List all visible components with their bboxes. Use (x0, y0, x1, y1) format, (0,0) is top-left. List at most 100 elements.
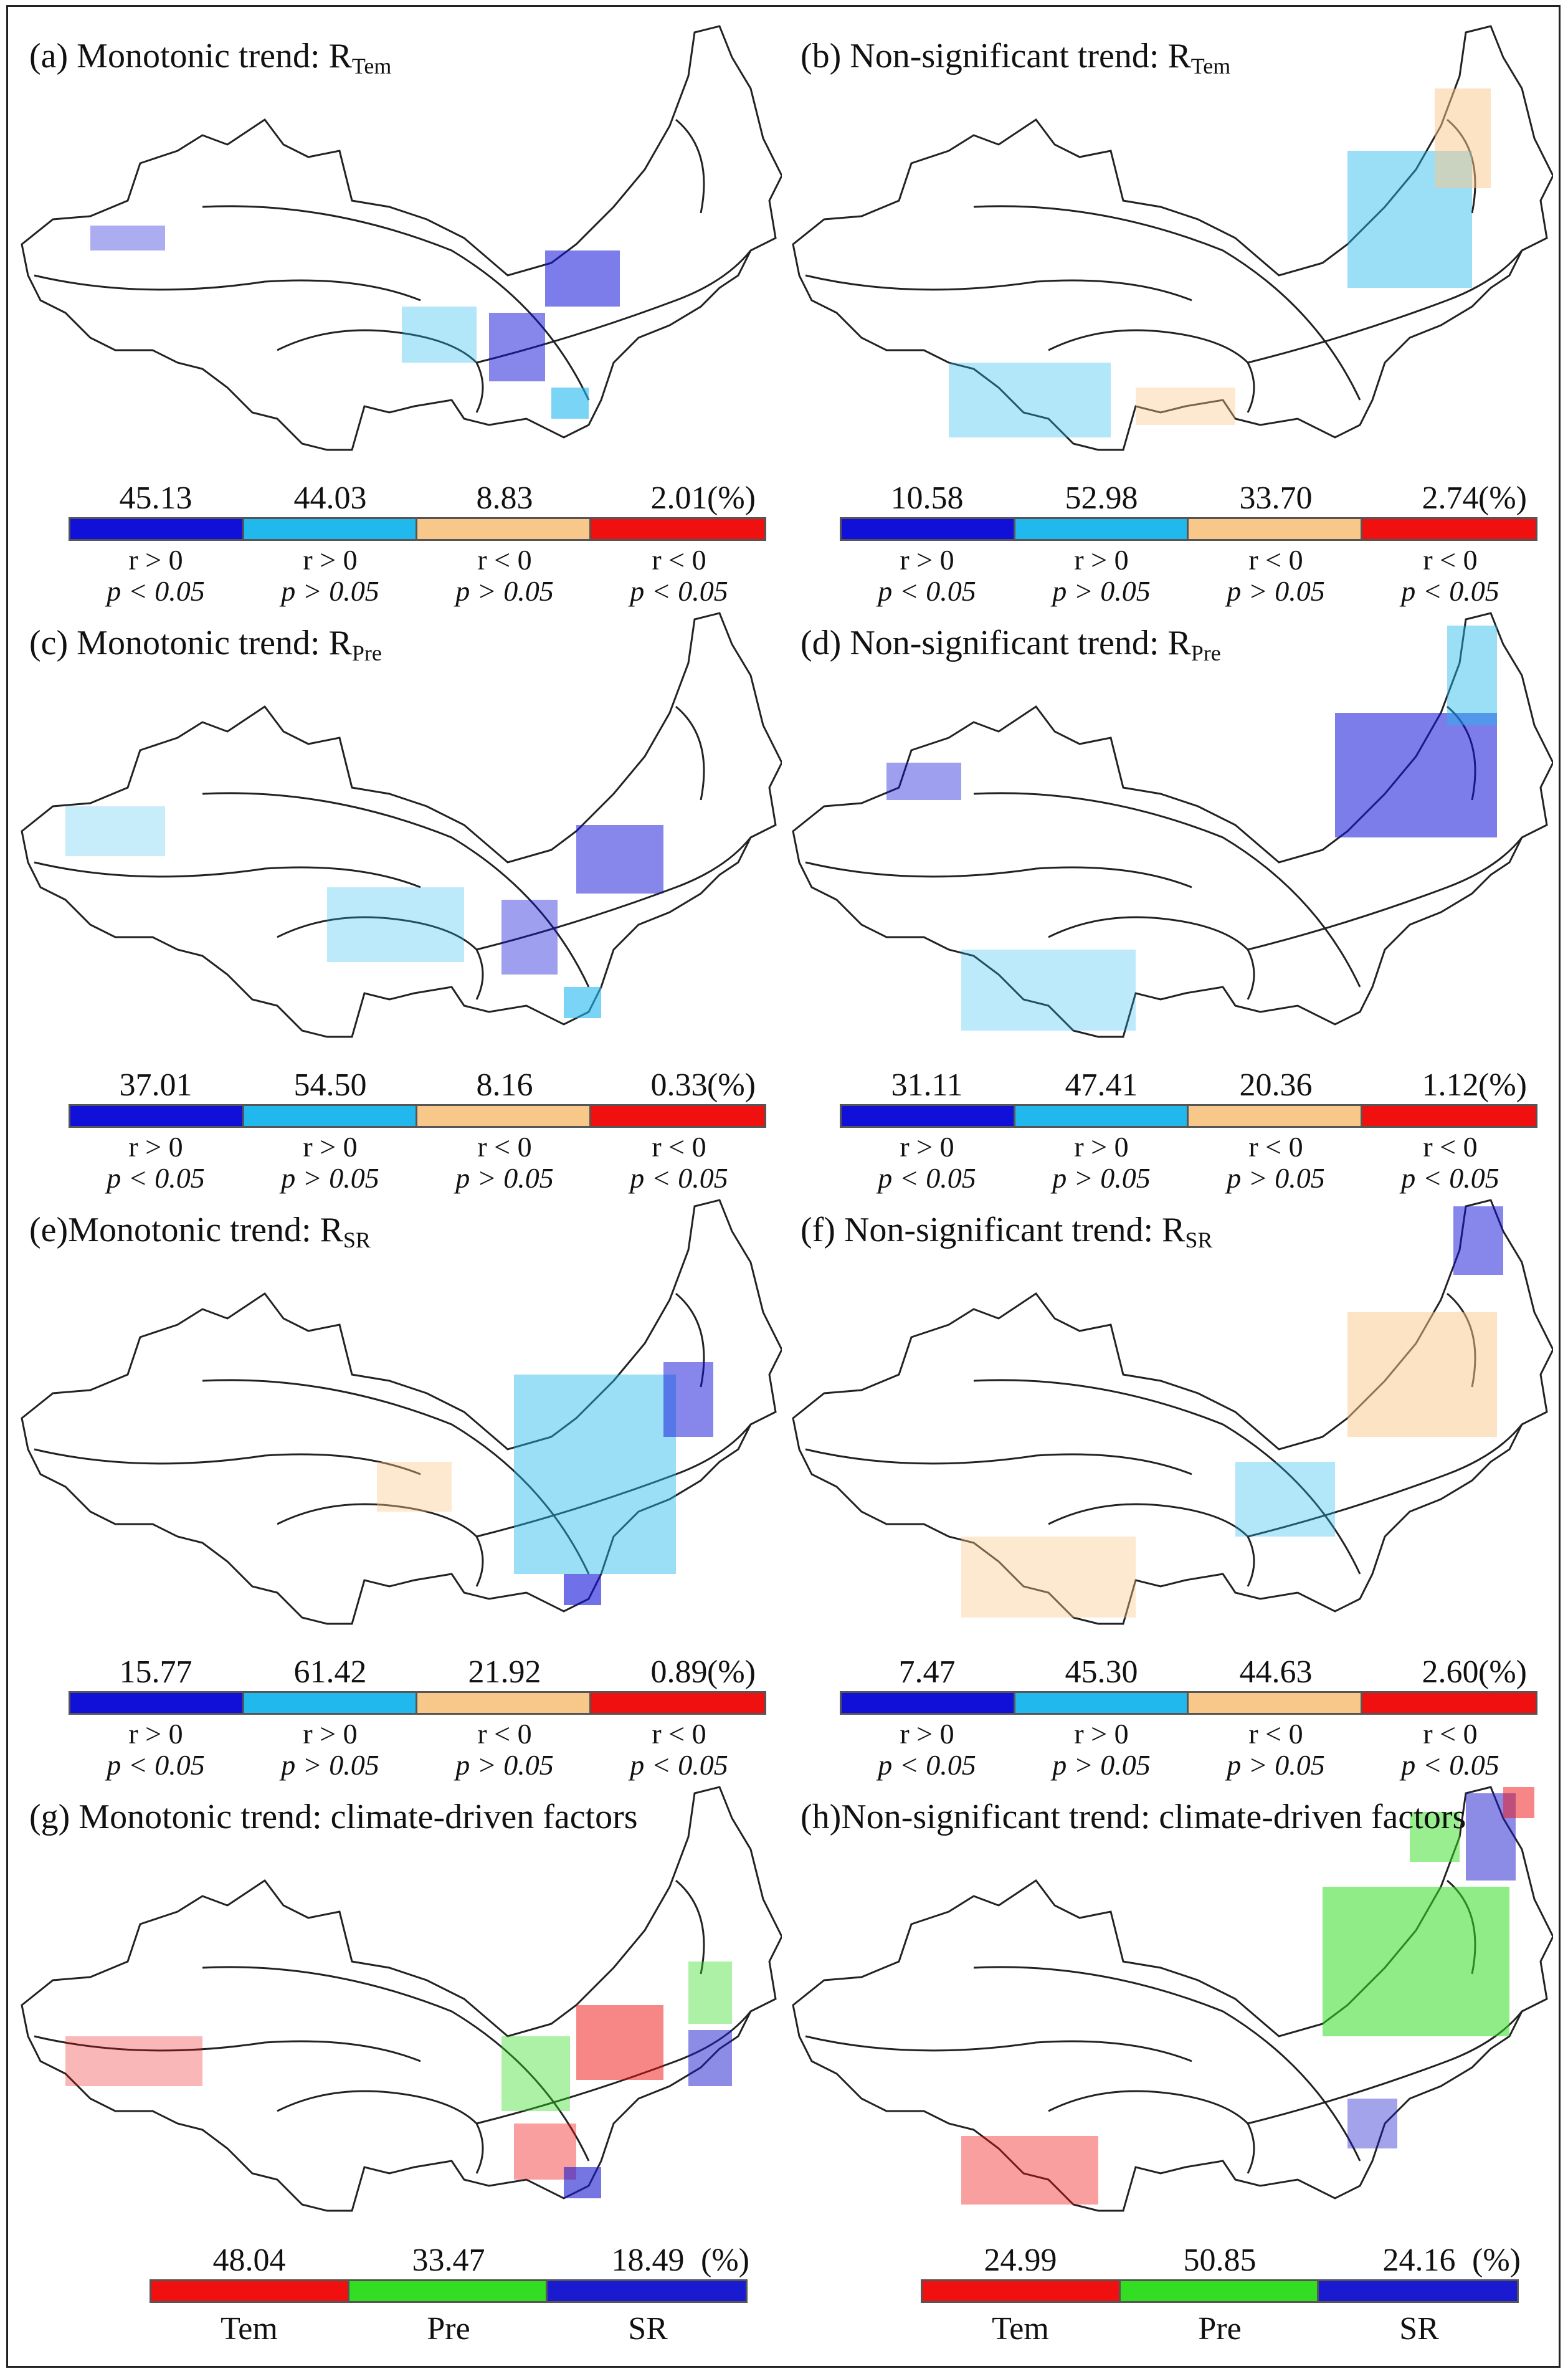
swatch-blue (548, 2281, 746, 2301)
legend-value: 8.83 (476, 480, 533, 516)
legend-value: 24.99 (984, 2243, 1057, 2278)
factor-label: SR (628, 2311, 668, 2347)
legend-value: 2.01 (650, 480, 708, 516)
swatch-tan (417, 519, 591, 539)
legend-value: 21.92 (468, 1654, 541, 1690)
swatch-light-blue (1015, 1693, 1189, 1713)
factor-label: Tem (221, 2311, 278, 2347)
swatch-tan (1189, 1106, 1362, 1126)
color-bar (840, 1104, 1537, 1128)
swatch-red (591, 1693, 764, 1713)
swatch-red (1362, 1693, 1536, 1713)
swatch-dark-blue (842, 519, 1015, 539)
swatch-light-blue (244, 1693, 417, 1713)
factor-label: Tem (992, 2311, 1049, 2347)
legend-values: 45.13 44.03 8.83 2.01 (69, 480, 765, 517)
panel-d: (d) Non-significant trend: RPre 31.11 47… (781, 594, 1559, 1194)
swatch-green (349, 2281, 548, 2301)
panel-title: (c) Monotonic trend: RPre (29, 624, 382, 665)
legend-value: 45.30 (1065, 1654, 1138, 1690)
unit-label: (%) (707, 1067, 756, 1103)
legend-value: 0.33 (650, 1067, 708, 1103)
panel-c: (c) Monotonic trend: RPre 37.01 54.50 8.… (9, 594, 788, 1194)
unit-label: (%) (1472, 2243, 1521, 2278)
color-bar (840, 517, 1537, 541)
legend-value: 44.03 (293, 480, 367, 516)
panel-title: (d) Non-significant trend: RPre (801, 624, 1221, 665)
legend-value: 33.47 (412, 2243, 485, 2278)
map-region (792, 612, 1553, 1038)
swatch-tan (417, 1693, 591, 1713)
swatch-tan (1189, 1693, 1362, 1713)
legend-values: 15.77 61.42 21.92 0.89 (69, 1654, 765, 1691)
color-bar (840, 1691, 1537, 1715)
swatch-red (923, 2281, 1121, 2301)
color-bar (921, 2279, 1519, 2303)
legend-value: 50.85 (1183, 2243, 1257, 2278)
legend-value: 37.01 (119, 1067, 192, 1103)
legend-value: 8.16 (476, 1067, 533, 1103)
swatch-tan (1189, 519, 1362, 539)
panel-title: (f) Non-significant trend: RSR (801, 1211, 1213, 1252)
swatch-red (1362, 1106, 1536, 1126)
legend-values: 37.01 54.50 8.16 0.33 (69, 1067, 765, 1104)
color-bar (150, 2279, 748, 2303)
panel-b: (b) Non-significant trend: RTem 10.58 52… (781, 7, 1559, 607)
panel-title: (g) Monotonic trend: climate-driven fact… (29, 1798, 638, 1836)
swatch-blue (1319, 2281, 1517, 2301)
factor-labels: Tem Pre SR (150, 2310, 748, 2348)
map-region (21, 25, 782, 451)
swatch-green (1121, 2281, 1319, 2301)
unit-label: (%) (701, 2243, 749, 2278)
legend-value: 18.49 (611, 2243, 685, 2278)
swatch-red (591, 519, 764, 539)
swatch-light-blue (1015, 519, 1189, 539)
swatch-tan (417, 1106, 591, 1126)
legend-value: 52.98 (1065, 480, 1138, 516)
panel-a: (a) Monotonic trend: RTem 45.13 44.03 8.… (9, 7, 788, 607)
panel-g: (g) Monotonic trend: climate-driven fact… (9, 1768, 788, 2354)
swatch-dark-blue (842, 1693, 1015, 1713)
unit-label: (%) (1478, 1067, 1527, 1103)
unit-label: (%) (1478, 1654, 1527, 1690)
legend-values: 48.04 33.47 18.49 (150, 2242, 785, 2279)
swatch-light-blue (244, 519, 417, 539)
swatch-dark-blue (842, 1106, 1015, 1126)
factor-label: Pre (1198, 2311, 1242, 2347)
swatch-red (591, 1106, 764, 1126)
swatch-red (151, 2281, 349, 2301)
swatch-red (1362, 519, 1536, 539)
legend-value: 45.13 (119, 480, 192, 516)
unit-label: (%) (707, 1654, 756, 1690)
panel-e: (e)Monotonic trend: RSR 15.77 61.42 21.9… (9, 1181, 788, 1781)
legend-value: 20.36 (1239, 1067, 1313, 1103)
panel-title: (h)Non-significant trend: climate-driven… (801, 1798, 1466, 1836)
panel-title: (a) Monotonic trend: RTem (29, 37, 392, 79)
legend-value: 54.50 (293, 1067, 367, 1103)
unit-label: (%) (707, 480, 756, 516)
legend-value: 31.11 (891, 1067, 963, 1103)
legend-value: 7.47 (898, 1654, 956, 1690)
map-region (792, 1786, 1553, 2212)
panel-f: (f) Non-significant trend: RSR 7.47 45.3… (781, 1181, 1559, 1781)
legend-value: 48.04 (212, 2243, 286, 2278)
legend-values: 10.58 52.98 33.70 2.74 (840, 480, 1536, 517)
swatch-dark-blue (70, 1693, 244, 1713)
